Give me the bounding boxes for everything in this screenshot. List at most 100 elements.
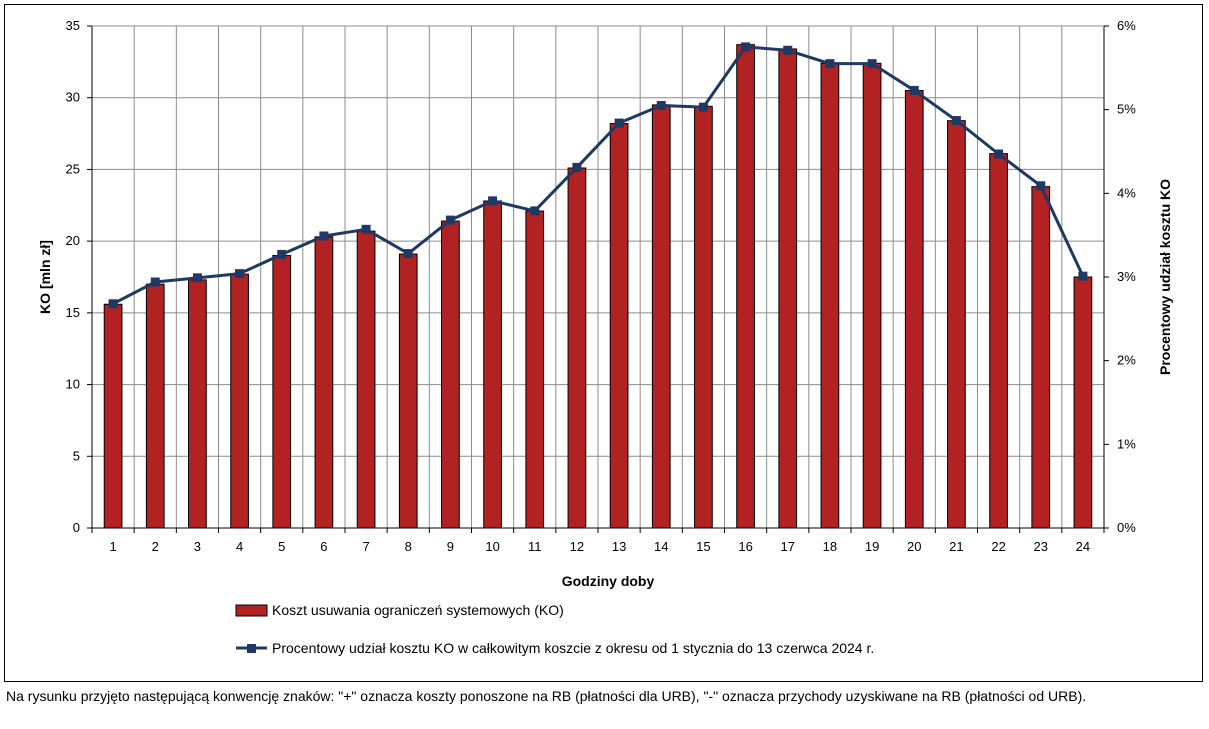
y-tick-label: 5 [73, 448, 80, 463]
bar [525, 210, 545, 529]
bar-series [103, 44, 1093, 529]
x-tick-label: 2 [152, 539, 159, 554]
axes [87, 25, 1109, 533]
bar [1073, 276, 1093, 529]
percent-marker [741, 42, 751, 52]
x-tick-label: 16 [738, 539, 752, 554]
bar [398, 253, 418, 529]
percent-marker [361, 224, 371, 234]
bar [651, 104, 671, 529]
bar [356, 230, 376, 529]
line-series [108, 42, 1088, 309]
x-tick-label: 8 [405, 539, 412, 554]
x-tick-label: 22 [991, 539, 1005, 554]
y-tick-label: 0 [73, 520, 80, 535]
bar [820, 62, 840, 529]
percent-marker [235, 269, 245, 279]
x-tick-label: 24 [1076, 539, 1090, 554]
bar [736, 44, 755, 529]
percent-marker [530, 206, 540, 216]
bar [567, 167, 587, 529]
x-tick-label: 13 [612, 539, 626, 554]
percent-marker [150, 277, 160, 287]
bar [230, 273, 249, 529]
bar [989, 153, 1008, 529]
bar [947, 120, 966, 529]
percent-marker [488, 196, 498, 206]
y-tick-label: 35 [66, 18, 80, 33]
y-tick-label: 20 [66, 233, 80, 248]
x-tick-label: 6 [320, 539, 327, 554]
y-tick-label: 10 [66, 377, 80, 392]
y2-tick-labels: 0% 1% 2% 3% 4% 5% 6% [1117, 18, 1136, 535]
y2-tick-label: 1% [1117, 436, 1136, 451]
percent-marker [319, 231, 329, 241]
y2-tick-label: 3% [1117, 269, 1136, 284]
x-tick-label: 18 [823, 539, 837, 554]
x-tick-label: 9 [447, 539, 454, 554]
y-axis-title: KO [mln zł] [37, 240, 53, 314]
bar [904, 90, 924, 529]
x-tick-label: 21 [949, 539, 963, 554]
legend-line-label: Procentowy udział kosztu KO w całkowitym… [272, 640, 874, 656]
bar [188, 279, 207, 529]
y-tick-labels: 0 5 10 15 20 25 30 35 [66, 18, 80, 535]
bar [483, 200, 502, 529]
legend-bar-swatch [235, 604, 268, 617]
bar [1031, 186, 1051, 529]
bar [272, 254, 292, 529]
x-tick-label: 17 [781, 539, 795, 554]
bar [441, 220, 460, 529]
y2-tick-label: 2% [1117, 353, 1136, 368]
percent-marker [994, 149, 1004, 159]
grid [92, 25, 1104, 528]
percent-marker [403, 249, 413, 259]
percent-marker [909, 85, 919, 95]
percent-marker [825, 59, 835, 69]
x-tick-label: 5 [278, 539, 285, 554]
x-tick-label: 7 [362, 539, 369, 554]
y2-tick-label: 4% [1117, 185, 1136, 200]
percent-marker [192, 273, 202, 283]
percent-marker [108, 299, 118, 309]
y2-tick-label: 0% [1117, 520, 1136, 535]
percent-marker [1078, 271, 1088, 281]
percent-marker [1036, 181, 1046, 191]
y-tick-label: 25 [66, 161, 80, 176]
y-tick-label: 30 [66, 90, 80, 105]
footnote: Na rysunku przyjęto następującą konwencj… [6, 688, 1087, 704]
percent-marker [277, 249, 287, 259]
percent-marker [783, 45, 793, 55]
percent-marker [614, 118, 624, 128]
bar [694, 105, 713, 529]
y2-axis-title: Procentowy udział kosztu KO [1157, 179, 1173, 375]
x-tick-label: 10 [485, 539, 499, 554]
percent-marker [867, 59, 877, 69]
bar [314, 236, 334, 529]
x-tick-label: 19 [865, 539, 879, 554]
x-axis-title: Godziny doby [562, 573, 655, 589]
x-tick-label: 11 [528, 539, 542, 554]
x-tick-label: 14 [654, 539, 668, 554]
y2-tick-label: 6% [1117, 18, 1136, 33]
bar [145, 283, 165, 529]
legend-line-marker [247, 644, 256, 653]
legend-bar-label: Koszt usuwania ograniczeń systemowych (K… [272, 602, 564, 618]
y-tick-label: 15 [66, 305, 80, 320]
bar [103, 303, 123, 529]
bar [862, 62, 882, 529]
bar [609, 123, 629, 529]
x-tick-label: 23 [1034, 539, 1048, 554]
percent-marker [698, 102, 708, 112]
x-tick-label: 3 [194, 539, 201, 554]
x-tick-label: 12 [570, 539, 584, 554]
percent-marker [445, 215, 455, 225]
x-tick-label: 1 [109, 539, 116, 554]
x-tick-label: 15 [696, 539, 710, 554]
percent-marker [951, 116, 961, 126]
legend: Koszt usuwania ograniczeń systemowych (K… [235, 602, 874, 656]
x-tick-label: 4 [236, 539, 243, 554]
x-tick-labels: 1 2 3 4 5 6 7 8 9 10 11 12 13 14 15 16 17 18 19 20 21 22 23 24 [109, 539, 1090, 554]
x-tick-label: 20 [907, 539, 921, 554]
